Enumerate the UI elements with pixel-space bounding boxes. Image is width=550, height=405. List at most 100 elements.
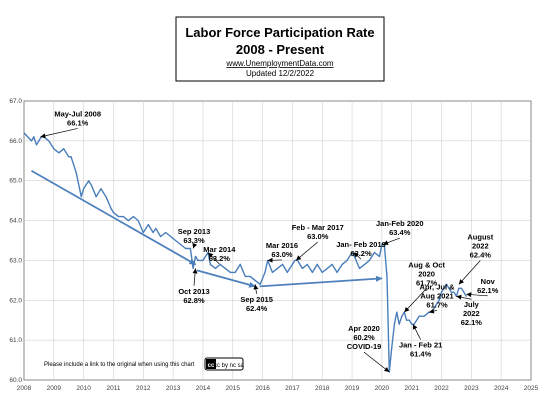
data-point — [406, 320, 407, 321]
data-point — [240, 264, 241, 265]
data-point — [297, 260, 298, 261]
annotation-label: 60.2% — [353, 333, 375, 342]
annotation-label: 2022 — [463, 309, 480, 318]
data-series — [23, 132, 466, 372]
chart-subtitle: 2008 - Present — [236, 42, 325, 57]
annotation-label: Jan- Feb 2019 — [336, 240, 386, 249]
annotation-label: 62.4% — [470, 250, 492, 259]
data-point — [160, 236, 161, 237]
data-point — [76, 172, 77, 173]
annotation-label: 2020 — [418, 269, 435, 278]
data-point — [215, 268, 216, 269]
x-tick-label: 2015 — [226, 385, 241, 392]
data-point — [58, 152, 59, 153]
x-tick-label: 2013 — [166, 385, 181, 392]
annotation-leader — [456, 296, 471, 299]
data-point — [287, 272, 288, 273]
annotation-leader — [459, 260, 480, 284]
x-tick-label: 2023 — [464, 385, 479, 392]
annotation-label: COVID-19 — [347, 342, 382, 351]
data-point — [110, 208, 111, 209]
data-point — [197, 260, 198, 261]
annotation-leader — [40, 128, 77, 136]
data-point — [317, 264, 318, 265]
data-point — [36, 144, 37, 145]
x-tick-label: 2020 — [375, 385, 390, 392]
data-point — [337, 272, 338, 273]
data-point — [138, 220, 139, 221]
data-point — [225, 268, 226, 269]
data-point — [53, 148, 54, 149]
data-point — [123, 216, 124, 217]
data-point — [165, 232, 166, 233]
data-point — [307, 264, 308, 265]
annotation-label: Apr 2020 — [348, 324, 380, 333]
annotation-leader — [364, 352, 389, 372]
data-point — [155, 228, 156, 229]
x-tick-label: 2014 — [196, 385, 211, 392]
data-point — [379, 256, 380, 257]
trend-arrow — [260, 278, 382, 286]
annotation-label: Mar 2016 — [266, 241, 298, 250]
y-tick-label: 62.0 — [9, 297, 22, 304]
data-point — [386, 276, 387, 277]
data-point — [359, 268, 360, 269]
data-point — [133, 216, 134, 217]
annotation-leader — [255, 284, 256, 293]
data-point — [175, 240, 176, 241]
annotation-label: Sep 2015 — [240, 295, 273, 304]
annotation-label: 61.7% — [426, 300, 448, 309]
annotation-leader — [193, 246, 194, 248]
x-tick-label: 2017 — [285, 385, 300, 392]
annotation-label: 61.4% — [410, 350, 432, 359]
data-point — [463, 292, 464, 293]
data-point — [342, 264, 343, 265]
y-tick-label: 63.0 — [9, 257, 22, 264]
y-tick-label: 67.0 — [9, 98, 22, 105]
y-tick-label: 60.0 — [9, 377, 22, 384]
x-tick-label: 2008 — [17, 385, 32, 392]
annotation-label: 62.1% — [477, 286, 499, 295]
y-tick-label: 64.0 — [9, 218, 22, 225]
data-point — [220, 264, 221, 265]
data-point — [399, 324, 400, 325]
data-point — [327, 268, 328, 269]
annotation-label: Nov — [481, 277, 496, 286]
data-point — [235, 272, 236, 273]
usage-notice: Please include a link to the original wh… — [44, 362, 195, 368]
y-tick-label: 61.0 — [9, 337, 22, 344]
data-point — [202, 260, 203, 261]
y-tick-label: 65.0 — [9, 178, 22, 185]
data-point — [272, 272, 273, 273]
x-tick-label: 2024 — [494, 385, 509, 392]
data-point — [461, 288, 462, 289]
source-url: www.UnemploymentData.com — [225, 59, 333, 68]
data-point — [401, 316, 402, 317]
data-point — [331, 264, 332, 265]
annotation-label: 2022 — [472, 241, 489, 250]
x-tick-label: 2009 — [47, 385, 62, 392]
data-point — [100, 188, 101, 189]
data-point — [391, 348, 392, 349]
data-point — [96, 196, 97, 197]
data-point — [31, 140, 32, 141]
data-point — [128, 220, 129, 221]
annotation-label: 62.8% — [183, 296, 205, 305]
data-point — [105, 196, 106, 197]
annotation-leader — [194, 268, 195, 285]
data-point — [180, 244, 181, 245]
license-text: cc by nc sa — [214, 363, 245, 369]
annotation-label: Feb - Mar 2017 — [292, 223, 344, 232]
annotation-label: Aug 2021 — [420, 291, 453, 300]
annotation-label: 66.1% — [67, 118, 89, 127]
annotation-label: 63.0% — [271, 250, 293, 259]
data-point — [419, 316, 420, 317]
